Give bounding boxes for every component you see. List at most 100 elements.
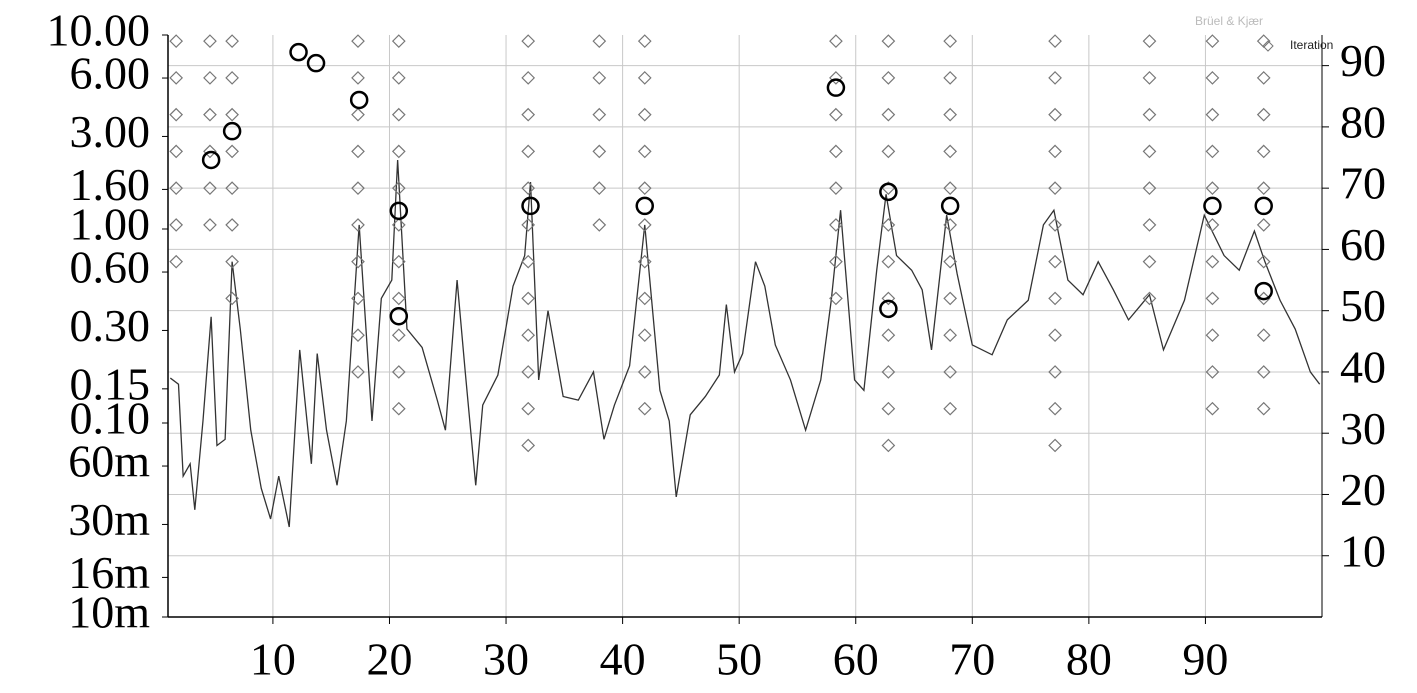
brand-watermark: Brüel & Kjær — [1195, 14, 1263, 28]
y2-tick-label: 50 — [1340, 280, 1386, 331]
stability-marker — [351, 254, 365, 269]
stability-marker — [881, 107, 896, 122]
stability-marker — [351, 365, 365, 379]
legend-label: Iteration — [1290, 38, 1333, 52]
stability-marker — [351, 107, 365, 122]
stability-marker — [1256, 218, 1271, 232]
stability-marker — [637, 365, 652, 379]
stability-marker — [1048, 218, 1062, 232]
y2-tick-label: 80 — [1340, 96, 1386, 147]
stability-marker — [225, 71, 239, 85]
stability-marker — [1256, 291, 1271, 306]
stability-marker — [881, 218, 896, 232]
stability-marker — [521, 401, 536, 416]
pole-marker — [1254, 281, 1273, 301]
stability-marker — [351, 218, 365, 232]
stability-marker — [943, 291, 958, 306]
y-tick-label: 16m — [68, 547, 150, 598]
stability-marker — [1205, 181, 1220, 196]
stability-marker — [169, 181, 184, 196]
y2-tick-label: 40 — [1340, 342, 1386, 393]
stability-marker — [1142, 71, 1157, 85]
y-tick-label: 1.00 — [70, 199, 151, 250]
stability-marker — [521, 71, 536, 85]
pole-marker — [389, 201, 409, 221]
stability-marker — [637, 291, 652, 306]
y-tick-label: 6.00 — [70, 48, 151, 99]
stability-marker — [881, 328, 896, 343]
pole-marker — [306, 53, 326, 73]
stability-marker — [391, 328, 406, 343]
y-tick-label: 0.30 — [70, 300, 151, 351]
stability-marker — [521, 107, 536, 122]
stability-marker — [1048, 254, 1062, 269]
x-tick-label: 70 — [949, 634, 995, 685]
stability-marker — [1205, 144, 1220, 159]
pole-marker — [879, 299, 898, 319]
stability-marker — [225, 107, 239, 122]
y2-tick-label: 30 — [1340, 403, 1386, 454]
stability-marker — [637, 401, 652, 416]
y-tick-label: 3.00 — [70, 106, 151, 157]
stability-marker — [592, 71, 607, 85]
stability-marker — [592, 218, 607, 232]
stability-marker — [881, 71, 896, 85]
stability-marker — [1142, 144, 1157, 159]
stability-marker — [391, 34, 406, 48]
stability-marker — [203, 107, 217, 122]
pole-marker — [201, 150, 221, 170]
stability-marker — [637, 254, 652, 269]
stability-marker — [1256, 328, 1271, 343]
plot-area — [168, 35, 1322, 617]
stability-marker — [203, 218, 217, 232]
y-tick-label: 30m — [68, 494, 150, 545]
y-tick-label: 0.15 — [70, 358, 151, 409]
stability-marker — [1142, 254, 1157, 269]
stability-marker — [1048, 144, 1062, 159]
stability-marker — [203, 71, 217, 85]
y-tick-label: 1.60 — [70, 159, 151, 210]
stability-marker — [637, 144, 652, 159]
stability-marker — [521, 34, 536, 48]
stability-marker — [225, 291, 239, 306]
stability-marker — [1205, 401, 1220, 416]
pole-marker — [635, 196, 655, 216]
stability-marker — [351, 71, 365, 85]
pole-marker — [940, 196, 960, 216]
stability-marker — [203, 34, 217, 48]
pole-marker — [879, 182, 898, 202]
stability-marker — [225, 254, 239, 269]
y2-tick-label: 70 — [1340, 158, 1386, 209]
stability-marker — [1256, 181, 1271, 196]
stability-marker — [169, 254, 184, 269]
y-tick-label: 10m — [68, 587, 150, 638]
stability-marker — [521, 438, 536, 453]
stability-marker — [1256, 144, 1271, 159]
stability-marker — [829, 71, 843, 85]
stability-marker — [521, 365, 536, 379]
stability-marker — [637, 218, 652, 232]
stability-marker — [592, 107, 607, 122]
stability-marker — [1048, 365, 1062, 379]
stability-marker — [1142, 107, 1157, 122]
stability-marker — [1205, 107, 1220, 122]
x-tick-label: 10 — [250, 634, 296, 685]
stability-marker — [637, 34, 652, 48]
legend-marker — [1262, 40, 1274, 52]
stability-marker — [1205, 71, 1220, 85]
stability-marker — [829, 107, 843, 122]
stability-marker — [829, 254, 843, 269]
stability-marker — [391, 144, 406, 159]
pole-marker — [289, 42, 308, 62]
x-tick-label: 40 — [600, 634, 646, 685]
pole-marker — [389, 306, 409, 326]
stability-marker — [351, 144, 365, 159]
stability-marker — [829, 181, 843, 196]
stability-marker — [943, 218, 958, 232]
stability-marker — [1048, 438, 1062, 453]
stability-marker — [391, 254, 406, 269]
stability-marker — [169, 144, 184, 159]
stability-marker — [637, 328, 652, 343]
y2-tick-label: 90 — [1340, 35, 1386, 86]
